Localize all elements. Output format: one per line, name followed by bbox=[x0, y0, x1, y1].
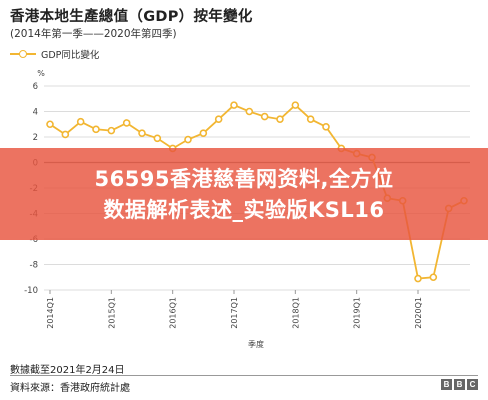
y-tick-label: -8 bbox=[30, 261, 38, 271]
data-point bbox=[230, 101, 238, 109]
y-tick-label: -6 bbox=[30, 235, 38, 245]
data-point bbox=[92, 125, 100, 134]
chart-subtitle: (2014年第一季——2020年第四季) bbox=[10, 28, 177, 40]
data-point bbox=[153, 134, 162, 143]
data-point bbox=[414, 274, 422, 283]
y-tick-label: 6 bbox=[33, 82, 38, 92]
data-point bbox=[76, 117, 85, 126]
overlay-line-2: 数据解析表述_实验版KSL16 bbox=[103, 198, 385, 222]
y-tick-label: -10 bbox=[24, 286, 38, 296]
data-point bbox=[122, 119, 131, 127]
data-date-note: 數據截至2021年2月24日 bbox=[10, 365, 125, 376]
data-point bbox=[184, 135, 192, 144]
y-tick-label: 2 bbox=[33, 133, 38, 143]
x-tick-label: 2016Q1 bbox=[169, 297, 178, 329]
data-point bbox=[107, 126, 116, 135]
y-axis-unit: % bbox=[37, 69, 45, 78]
bbc-logo: B B C bbox=[441, 379, 478, 390]
data-point bbox=[291, 101, 300, 109]
data-point bbox=[245, 107, 254, 116]
chart-title: 香港本地生產總值（GDP）按年變化 bbox=[10, 9, 253, 25]
x-tick-label: 2019Q1 bbox=[353, 297, 362, 329]
data-point bbox=[46, 120, 54, 129]
data-point bbox=[199, 129, 208, 137]
data-source: 資料來源：香港政府統計處 bbox=[10, 383, 130, 394]
data-point bbox=[138, 129, 146, 137]
legend-line-marker-icon bbox=[10, 49, 36, 59]
promo-overlay-banner bbox=[0, 148, 488, 240]
data-point bbox=[429, 273, 438, 282]
data-point bbox=[214, 115, 223, 123]
data-point bbox=[322, 123, 330, 131]
data-point bbox=[61, 130, 70, 139]
logo-letter: B bbox=[454, 379, 465, 390]
logo-letter: B bbox=[441, 379, 452, 390]
data-point bbox=[306, 115, 315, 123]
legend-label: GDP同比變化 bbox=[41, 50, 100, 61]
promo-overlay-text: 56595香港慈善网资料,全方位 数据解析表述_实验版KSL16 bbox=[0, 164, 488, 226]
data-point bbox=[276, 115, 284, 123]
x-tick-label: 2015Q1 bbox=[107, 297, 116, 329]
legend: GDP同比變化 bbox=[10, 47, 99, 61]
footer-divider bbox=[10, 375, 478, 376]
x-tick-label: 2020Q1 bbox=[414, 297, 423, 329]
x-tick-label: 2018Q1 bbox=[291, 297, 300, 329]
overlay-line-1: 56595香港慈善网资料,全方位 bbox=[94, 167, 394, 191]
logo-letter: C bbox=[467, 379, 478, 390]
data-point bbox=[260, 112, 269, 121]
x-axis-label: 季度 bbox=[248, 339, 264, 349]
x-tick-label: 2014Q1 bbox=[46, 297, 55, 329]
x-tick-labels: 2014Q1 2015Q1 2016Q1 2017Q1 2018Q1 2019Q1 2020… bbox=[46, 297, 423, 329]
x-tick-label: 2017Q1 bbox=[230, 297, 239, 329]
y-tick-label: 4 bbox=[33, 108, 38, 118]
